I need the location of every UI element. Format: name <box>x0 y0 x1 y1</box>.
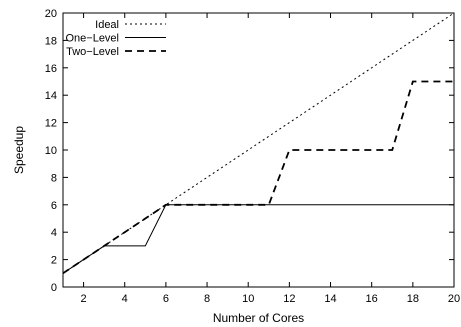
x-tick-label: 6 <box>163 293 169 305</box>
y-tick-label: 4 <box>51 227 57 239</box>
y-tick-label: 10 <box>45 145 57 157</box>
x-tick-label: 4 <box>122 293 128 305</box>
legend-label-2: One−Level <box>65 33 119 45</box>
y-tick-label: 6 <box>51 200 57 212</box>
x-tick-label: 10 <box>242 293 254 305</box>
y-tick-label: 18 <box>45 35 57 47</box>
y-tick-label: 8 <box>51 172 57 184</box>
y-tick-label: 12 <box>45 118 57 130</box>
x-tick-label: 16 <box>366 293 378 305</box>
x-axis-label: Number of Cores <box>213 311 304 325</box>
y-axis-ticks: 0 2 4 6 8 10 12 14 16 18 20 <box>45 8 454 294</box>
x-tick-label: 8 <box>204 293 210 305</box>
y-tick-label: 20 <box>45 8 57 20</box>
x-tick-label: 20 <box>448 293 460 305</box>
x-axis-ticks: 2 4 6 8 10 12 14 16 18 20 <box>81 13 460 305</box>
series-line-2 <box>62 204 454 274</box>
y-tick-label: 2 <box>51 255 57 267</box>
y-axis-label: Speedup <box>12 126 26 174</box>
x-tick-label: 14 <box>324 293 336 305</box>
y-tick-label: 0 <box>51 282 57 294</box>
series-line-3 <box>62 80 454 275</box>
x-tick-label: 18 <box>407 293 419 305</box>
legend-label-3: Two−Level <box>66 46 119 58</box>
x-tick-label: 12 <box>283 293 295 305</box>
x-tick-label: 2 <box>81 293 87 305</box>
y-tick-label: 16 <box>45 63 57 75</box>
y-tick-label: 14 <box>45 90 57 102</box>
plot-marks <box>62 12 455 275</box>
legend-label-1: Ideal <box>95 19 119 31</box>
series-line-1 <box>62 12 455 274</box>
